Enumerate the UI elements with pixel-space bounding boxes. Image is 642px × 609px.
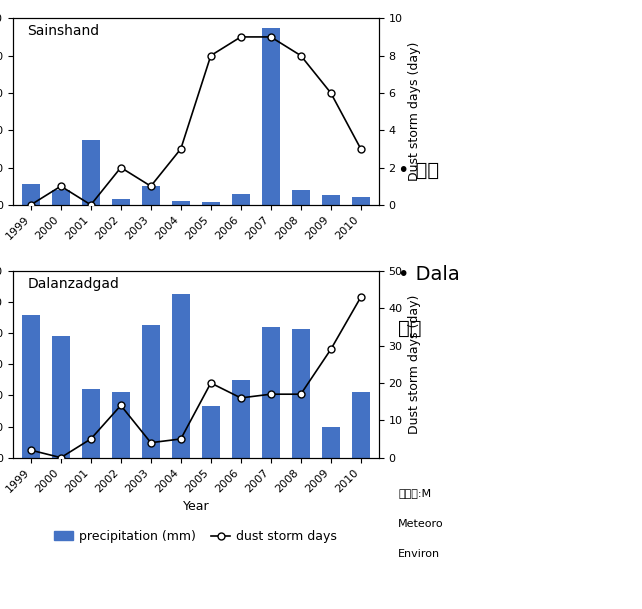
Bar: [202, 406, 220, 457]
Text: Meteoro: Meteoro: [398, 519, 444, 529]
Text: Dalanzadgad: Dalanzadgad: [28, 276, 119, 290]
Text: Environ: Environ: [398, 549, 440, 559]
Bar: [142, 186, 160, 205]
Bar: [202, 202, 220, 205]
Bar: [82, 139, 100, 205]
Text: 降水: 降水: [398, 319, 422, 339]
Bar: [52, 190, 70, 205]
Y-axis label: Dust storm days (day): Dust storm days (day): [408, 42, 421, 181]
Bar: [112, 199, 130, 205]
Bar: [232, 380, 250, 457]
Bar: [322, 426, 340, 457]
Bar: [52, 336, 70, 457]
Legend: precipitation (mm), dust storm days: precipitation (mm), dust storm days: [55, 530, 337, 543]
Bar: [292, 190, 310, 205]
X-axis label: Year: Year: [182, 500, 209, 513]
Bar: [142, 325, 160, 457]
Bar: [262, 327, 280, 457]
Bar: [82, 389, 100, 457]
Text: データ:M: データ:M: [398, 488, 431, 498]
Bar: [172, 294, 190, 457]
Bar: [172, 201, 190, 205]
Bar: [352, 197, 370, 205]
Bar: [22, 185, 40, 205]
Bar: [112, 392, 130, 457]
Bar: [262, 27, 280, 205]
Text: • 砂塵: • 砂塵: [398, 161, 439, 180]
Y-axis label: Dust storm days (day): Dust storm days (day): [408, 295, 421, 434]
Bar: [292, 329, 310, 457]
Bar: [352, 392, 370, 457]
Bar: [232, 194, 250, 205]
Text: Sainshand: Sainshand: [28, 24, 100, 38]
Bar: [322, 194, 340, 205]
Text: • Dala: • Dala: [398, 264, 460, 284]
Bar: [22, 315, 40, 457]
